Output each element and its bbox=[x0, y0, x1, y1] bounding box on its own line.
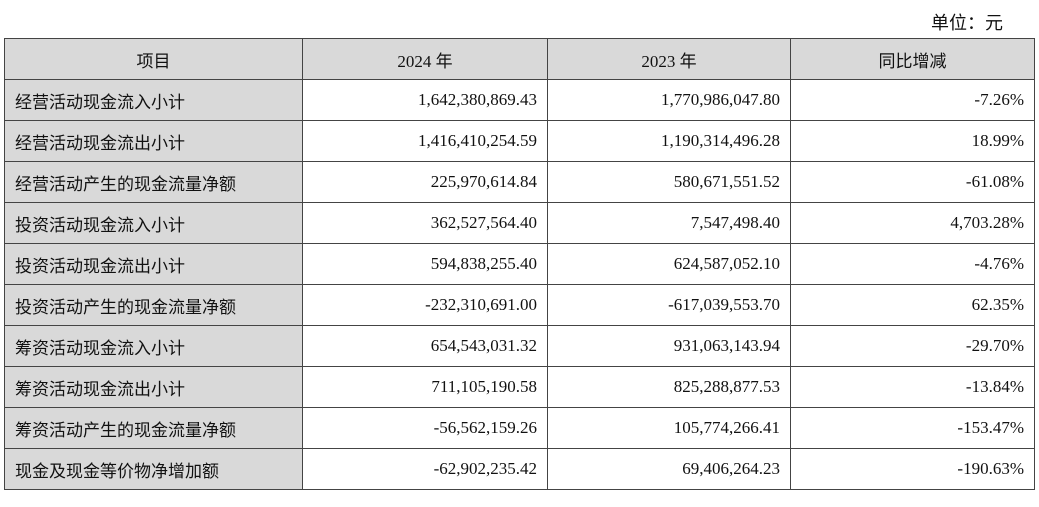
column-header: 项目 bbox=[4, 38, 303, 80]
cell: 7,547,498.40 bbox=[547, 202, 791, 244]
table-row: 投资活动现金流入小计 362,527,564.40 7,547,498.40 4,70… bbox=[4, 202, 1035, 244]
table-row: 经营活动现金流入小计 1,642,380,869.43 1,770,986,047.… bbox=[4, 79, 1035, 121]
cell: -7.26% bbox=[790, 79, 1035, 121]
row-label: 投资活动现金流入小计 bbox=[4, 202, 303, 244]
unit-note: 单位：元 bbox=[931, 13, 1003, 33]
cell: 580,671,551.52 bbox=[547, 161, 791, 203]
cell: 624,587,052.10 bbox=[547, 243, 791, 285]
cell: 1,190,314,496.28 bbox=[547, 120, 791, 162]
cell: 4,703.28% bbox=[790, 202, 1035, 244]
cell: -61.08% bbox=[790, 161, 1035, 203]
cell: 69,406,264.23 bbox=[547, 448, 791, 490]
row-label: 经营活动产生的现金流量净额 bbox=[4, 161, 303, 203]
cell: 1,642,380,869.43 bbox=[302, 79, 548, 121]
header-row: 项目 2024 年 2023 年同比增减 bbox=[4, 38, 1035, 80]
table-body: 经营活动现金流入小计 1,642,380,869.43 1,770,986,047.… bbox=[4, 79, 1035, 490]
table-row: 现金及现金等价物净增加额 -62,902,235.42 69,406,264.23-… bbox=[4, 448, 1035, 490]
cell: 225,970,614.84 bbox=[302, 161, 548, 203]
table-row: 投资活动现金流出小计 594,838,255.40 624,587,052.10 -4… bbox=[4, 243, 1035, 285]
cell: 1,770,986,047.80 bbox=[547, 79, 791, 121]
column-header: 2024 年 bbox=[302, 38, 548, 80]
row-label: 经营活动现金流入小计 bbox=[4, 79, 303, 121]
cell: 711,105,190.58 bbox=[302, 366, 548, 408]
cell: -13.84% bbox=[790, 366, 1035, 408]
row-label: 现金及现金等价物净增加额 bbox=[4, 448, 303, 490]
column-header: 同比增减 bbox=[790, 38, 1035, 80]
cash-flow-table: 项目 2024 年 2023 年同比增减 经营活动现金流入小计 1,642,380,8… bbox=[4, 38, 1035, 490]
cell: 825,288,877.53 bbox=[547, 366, 791, 408]
cell: -232,310,691.00 bbox=[302, 284, 548, 326]
table-row: 筹资活动现金流出小计 711,105,190.58 825,288,877.53 -1… bbox=[4, 366, 1035, 408]
cell: 1,416,410,254.59 bbox=[302, 120, 548, 162]
row-label: 筹资活动现金流出小计 bbox=[4, 366, 303, 408]
cell: 362,527,564.40 bbox=[302, 202, 548, 244]
row-label: 经营活动现金流出小计 bbox=[4, 120, 303, 162]
row-label: 筹资活动产生的现金流量净额 bbox=[4, 407, 303, 449]
cell: -29.70% bbox=[790, 325, 1035, 367]
table-row: 投资活动产生的现金流量净额 -232,310,691.00 -617,039,553… bbox=[4, 284, 1035, 326]
row-label: 投资活动产生的现金流量净额 bbox=[4, 284, 303, 326]
cell: 931,063,143.94 bbox=[547, 325, 791, 367]
cell: -190.63% bbox=[790, 448, 1035, 490]
table-row: 筹资活动现金流入小计 654,543,031.32 931,063,143.94 -2… bbox=[4, 325, 1035, 367]
cell: 105,774,266.41 bbox=[547, 407, 791, 449]
cell: -153.47% bbox=[790, 407, 1035, 449]
cell: 62.35% bbox=[790, 284, 1035, 326]
cell: 594,838,255.40 bbox=[302, 243, 548, 285]
table-row: 筹资活动产生的现金流量净额 -56,562,159.26 105,774,266.4… bbox=[4, 407, 1035, 449]
table-row: 经营活动现金流出小计 1,416,410,254.59 1,190,314,496.… bbox=[4, 120, 1035, 162]
cell: 18.99% bbox=[790, 120, 1035, 162]
cell: -617,039,553.70 bbox=[547, 284, 791, 326]
row-label: 投资活动现金流出小计 bbox=[4, 243, 303, 285]
row-label: 筹资活动现金流入小计 bbox=[4, 325, 303, 367]
column-header: 2023 年 bbox=[547, 38, 791, 80]
table-row: 经营活动产生的现金流量净额 225,970,614.84 580,671,551.5… bbox=[4, 161, 1035, 203]
cell: -62,902,235.42 bbox=[302, 448, 548, 490]
cell: -4.76% bbox=[790, 243, 1035, 285]
cell: 654,543,031.32 bbox=[302, 325, 548, 367]
cell: -56,562,159.26 bbox=[302, 407, 548, 449]
